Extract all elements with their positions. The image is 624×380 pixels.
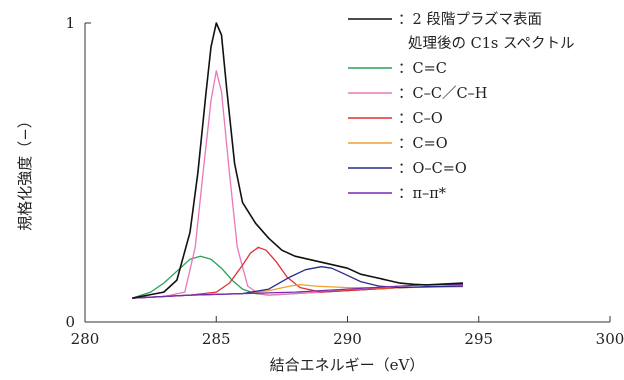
legend-label-5: ：O–C=O (398, 161, 467, 177)
legend-label-1: ：C=C (398, 61, 447, 77)
y-tick-label: 0 (65, 313, 75, 331)
y-tick-label: 1 (65, 14, 75, 32)
series-line-0 (132, 22, 464, 299)
series-line-3 (132, 246, 464, 299)
x-tick-label: 295 (464, 330, 493, 348)
tick-group: 280 285 290 295 300 0 1 (65, 14, 624, 348)
legend-label-3: ：C–O (398, 111, 443, 127)
plot-axes (84, 23, 610, 323)
x-tick-label: 290 (333, 330, 362, 348)
legend-label-2: ：C–C／C–H (398, 85, 487, 102)
series-group (132, 22, 464, 299)
series-line-2 (132, 70, 464, 299)
legend-label-0-line-1: 処理後の C1s スペクトル (408, 35, 574, 52)
x-tick-label: 280 (71, 330, 100, 348)
y-axis-title: 規格化強度（−） (16, 113, 34, 231)
legend-label-4: ：C=O (398, 136, 448, 152)
legend-label-6: ：π–π* (398, 186, 447, 202)
x-axis-title: 結合エネルギー（eV） (270, 356, 425, 374)
x-tick-label: 285 (202, 330, 231, 348)
legend-label-0-line-0: ：2 段階プラズマ表面 (398, 11, 542, 28)
x-tick-label: 300 (596, 330, 624, 348)
